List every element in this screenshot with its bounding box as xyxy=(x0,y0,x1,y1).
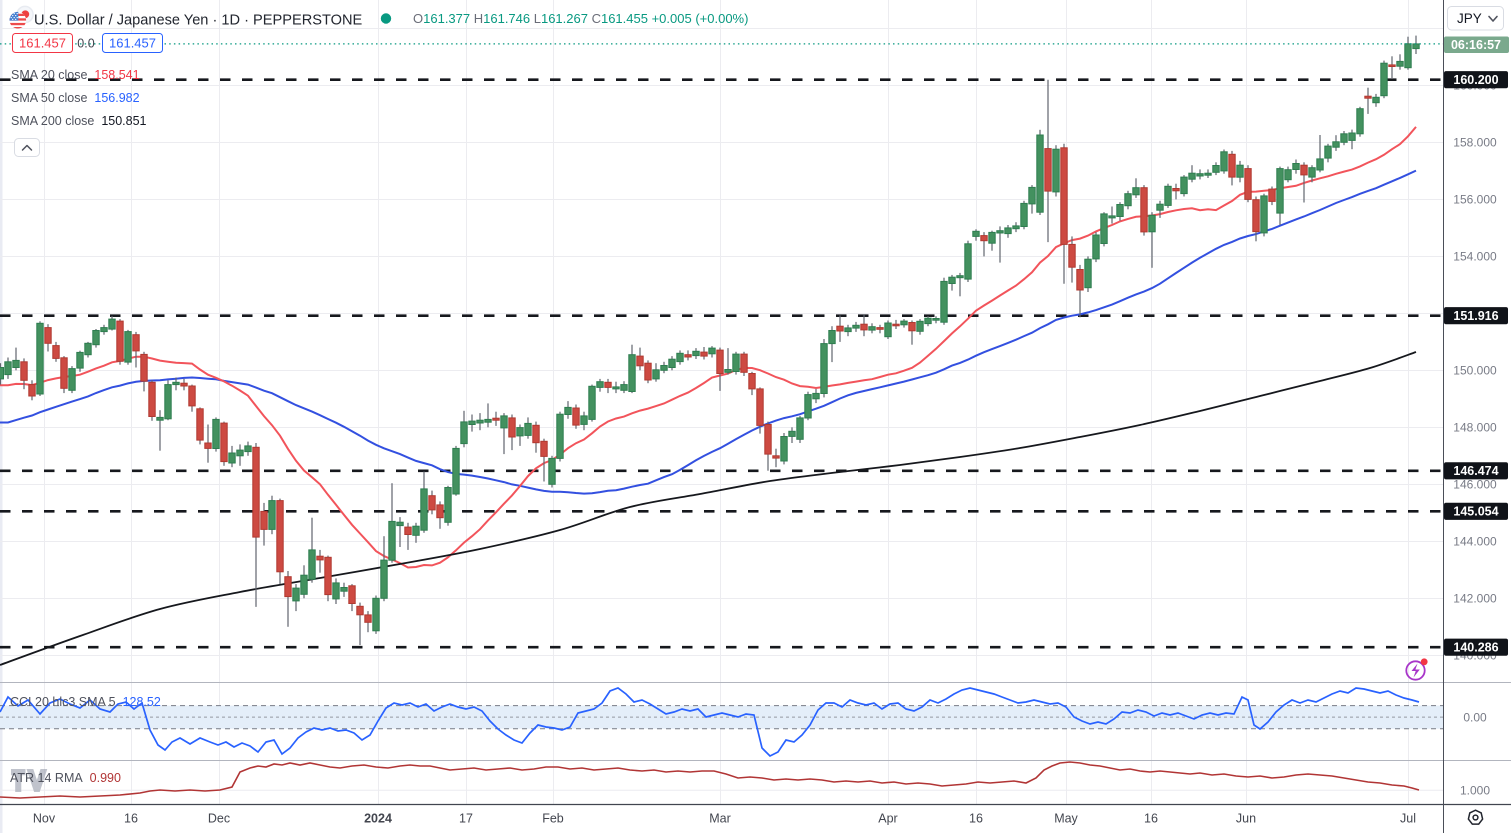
svg-text:2024: 2024 xyxy=(364,812,392,826)
svg-text:140.286: 140.286 xyxy=(1453,641,1498,655)
svg-text:151.916: 151.916 xyxy=(1453,309,1498,323)
svg-text:150.000: 150.000 xyxy=(1453,364,1497,378)
svg-text:1.000: 1.000 xyxy=(1460,784,1490,798)
svg-text:SMA 20 close 158.541: SMA 20 close 158.541 xyxy=(11,68,140,82)
svg-text:161.457: 161.457 xyxy=(109,36,156,51)
svg-text:O161.377 H161.746 L161.267 C16: O161.377 H161.746 L161.267 C161.455 +0.0… xyxy=(413,11,748,26)
svg-text:U.S. Dollar / Japanese Yen · 1: U.S. Dollar / Japanese Yen · 1D · PEPPER… xyxy=(34,13,363,29)
svg-text:Jun: Jun xyxy=(1236,812,1256,826)
svg-text:Feb: Feb xyxy=(542,812,564,826)
svg-text:16: 16 xyxy=(1144,812,1158,826)
svg-text:154.000: 154.000 xyxy=(1453,250,1497,264)
svg-text:Nov: Nov xyxy=(33,812,56,826)
svg-text:156.000: 156.000 xyxy=(1453,193,1497,207)
svg-text:0.0: 0.0 xyxy=(77,37,94,51)
svg-text:146.474: 146.474 xyxy=(1453,464,1498,478)
svg-text:ATR 14 RMA 0.990: ATR 14 RMA 0.990 xyxy=(10,771,121,785)
svg-text:0.00: 0.00 xyxy=(1463,710,1487,724)
svg-text:06:16:57: 06:16:57 xyxy=(1451,38,1501,52)
svg-text:161.457: 161.457 xyxy=(19,36,66,51)
svg-text:142.000: 142.000 xyxy=(1453,592,1497,606)
svg-text:158.000: 158.000 xyxy=(1453,136,1497,150)
svg-text:SMA 50 close 156.982: SMA 50 close 156.982 xyxy=(11,91,140,105)
svg-text:CCI 20 hlc3 SMA 5 128.52: CCI 20 hlc3 SMA 5 128.52 xyxy=(10,695,161,709)
svg-text:17: 17 xyxy=(459,812,473,826)
svg-text:JPY: JPY xyxy=(1457,11,1482,26)
svg-text:145.054: 145.054 xyxy=(1453,505,1498,519)
svg-text:Mar: Mar xyxy=(709,812,731,826)
svg-text:Jul: Jul xyxy=(1400,812,1416,826)
svg-text:SMA 200 close 150.851: SMA 200 close 150.851 xyxy=(11,114,147,128)
svg-text:144.000: 144.000 xyxy=(1453,535,1497,549)
svg-text:148.000: 148.000 xyxy=(1453,421,1497,435)
svg-text:146.000: 146.000 xyxy=(1453,478,1497,492)
svg-text:16: 16 xyxy=(124,812,138,826)
svg-text:Dec: Dec xyxy=(208,812,230,826)
svg-text:16: 16 xyxy=(969,812,983,826)
svg-text:160.200: 160.200 xyxy=(1453,73,1498,87)
svg-text:May: May xyxy=(1054,812,1078,826)
svg-text:Apr: Apr xyxy=(878,812,897,826)
